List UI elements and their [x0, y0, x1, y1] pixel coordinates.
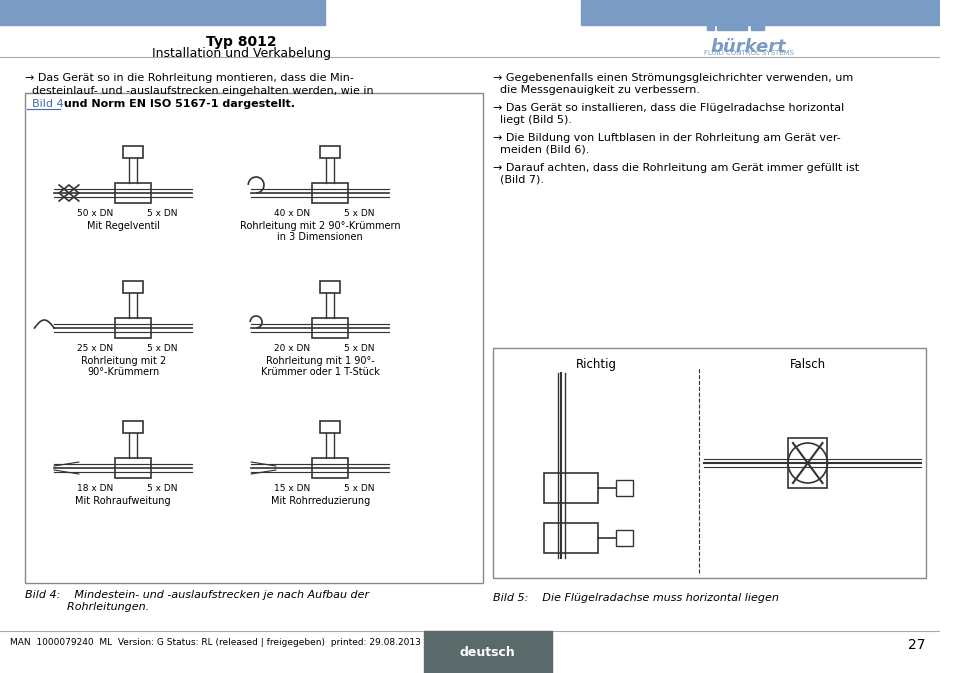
Bar: [312, 458, 347, 478]
Text: (Bild 7).: (Bild 7).: [492, 175, 543, 185]
Text: 15 x DN: 15 x DN: [274, 484, 311, 493]
Bar: [320, 421, 339, 433]
Text: 5 x DN: 5 x DN: [147, 209, 177, 218]
Text: Krümmer oder 1 T-Stück: Krümmer oder 1 T-Stück: [260, 367, 379, 377]
Bar: [615, 530, 633, 546]
Bar: [787, 438, 826, 488]
Text: die Messgenauigkeit zu verbessern.: die Messgenauigkeit zu verbessern.: [492, 85, 699, 95]
Text: → Gegebenenfalls einen Strömungsgleichrichter verwenden, um: → Gegebenenfalls einen Strömungsgleichri…: [492, 73, 852, 83]
Text: 40 x DN: 40 x DN: [274, 209, 311, 218]
Bar: [0, 0, 325, 25]
Text: 5 x DN: 5 x DN: [344, 344, 375, 353]
Bar: [580, 0, 939, 25]
Bar: [123, 421, 143, 433]
Text: MAN  1000079240  ML  Version: G Status: RL (released | freigegeben)  printed: 29: MAN 1000079240 ML Version: G Status: RL …: [10, 638, 420, 647]
Bar: [25, 93, 482, 583]
Bar: [543, 473, 598, 503]
Bar: [717, 25, 746, 30]
Bar: [123, 281, 143, 293]
Bar: [320, 146, 339, 158]
Text: Falsch: Falsch: [789, 358, 825, 371]
Bar: [115, 183, 151, 203]
Bar: [320, 281, 339, 293]
Bar: [615, 480, 633, 496]
Text: meiden (Bild 6).: meiden (Bild 6).: [492, 145, 588, 155]
Text: liegt (Bild 5).: liegt (Bild 5).: [492, 115, 571, 125]
Text: Rohrleitung mit 2: Rohrleitung mit 2: [80, 356, 166, 366]
Text: 5 x DN: 5 x DN: [147, 344, 177, 353]
Text: desteinlauf- und -auslaufstrecken eingehalten werden, wie in: desteinlauf- und -auslaufstrecken eingeh…: [25, 86, 373, 96]
Text: Mit Rohraufweitung: Mit Rohraufweitung: [75, 496, 171, 506]
Text: 50 x DN: 50 x DN: [77, 209, 113, 218]
Text: 18 x DN: 18 x DN: [77, 484, 113, 493]
Text: Installation und Verkabelung: Installation und Verkabelung: [152, 47, 331, 60]
Text: → Die Bildung von Luftblasen in der Rohrleitung am Gerät ver-: → Die Bildung von Luftblasen in der Rohr…: [492, 133, 840, 143]
Bar: [492, 348, 925, 578]
Bar: [423, 631, 551, 673]
Bar: [123, 146, 143, 158]
Bar: [706, 25, 714, 30]
Text: FLUID CONTROL SYSTEMS: FLUID CONTROL SYSTEMS: [703, 50, 793, 56]
Bar: [115, 318, 151, 338]
Text: Mit Regelventil: Mit Regelventil: [87, 221, 159, 231]
Text: Rohrleitung mit 1 90°-: Rohrleitung mit 1 90°-: [266, 356, 375, 366]
Text: in 3 Dimensionen: in 3 Dimensionen: [277, 232, 363, 242]
Text: bürkert: bürkert: [710, 38, 785, 56]
Text: 20 x DN: 20 x DN: [274, 344, 311, 353]
Text: Richtig: Richtig: [575, 358, 616, 371]
Bar: [543, 523, 598, 553]
Text: → Darauf achten, dass die Rohrleitung am Gerät immer gefüllt ist: → Darauf achten, dass die Rohrleitung am…: [492, 163, 858, 173]
Text: deutsch: deutsch: [459, 645, 515, 658]
Text: 5 x DN: 5 x DN: [344, 209, 375, 218]
Text: Rohrleitung mit 2 90°-Krümmern: Rohrleitung mit 2 90°-Krümmern: [239, 221, 400, 231]
Text: Bild 5:    Die Flügelradachse muss horizontal liegen: Bild 5: Die Flügelradachse muss horizont…: [492, 593, 778, 603]
Text: Mit Rohrreduzierung: Mit Rohrreduzierung: [271, 496, 370, 506]
Text: Bild 4:    Mindestein- und -auslaufstrecken je nach Aufbau der
            Rohrl: Bild 4: Mindestein- und -auslaufstrecken…: [25, 590, 369, 612]
Text: 5 x DN: 5 x DN: [147, 484, 177, 493]
Bar: [312, 183, 347, 203]
Text: 25 x DN: 25 x DN: [77, 344, 113, 353]
Text: → Das Gerät so in die Rohrleitung montieren, dass die Min-: → Das Gerät so in die Rohrleitung montie…: [25, 73, 354, 83]
Text: Typ 8012: Typ 8012: [206, 35, 276, 49]
Text: 90°-Krümmern: 90°-Krümmern: [87, 367, 159, 377]
Text: → Das Gerät so installieren, dass die Flügelradachse horizontal: → Das Gerät so installieren, dass die Fl…: [492, 103, 842, 113]
Text: 27: 27: [907, 638, 925, 652]
Text: Bild 4: Bild 4: [25, 99, 63, 109]
Bar: [750, 25, 763, 30]
Text: und Norm EN ISO 5167-1 dargestellt.: und Norm EN ISO 5167-1 dargestellt.: [60, 99, 294, 109]
Text: 5 x DN: 5 x DN: [344, 484, 375, 493]
Bar: [115, 458, 151, 478]
Bar: [312, 318, 347, 338]
